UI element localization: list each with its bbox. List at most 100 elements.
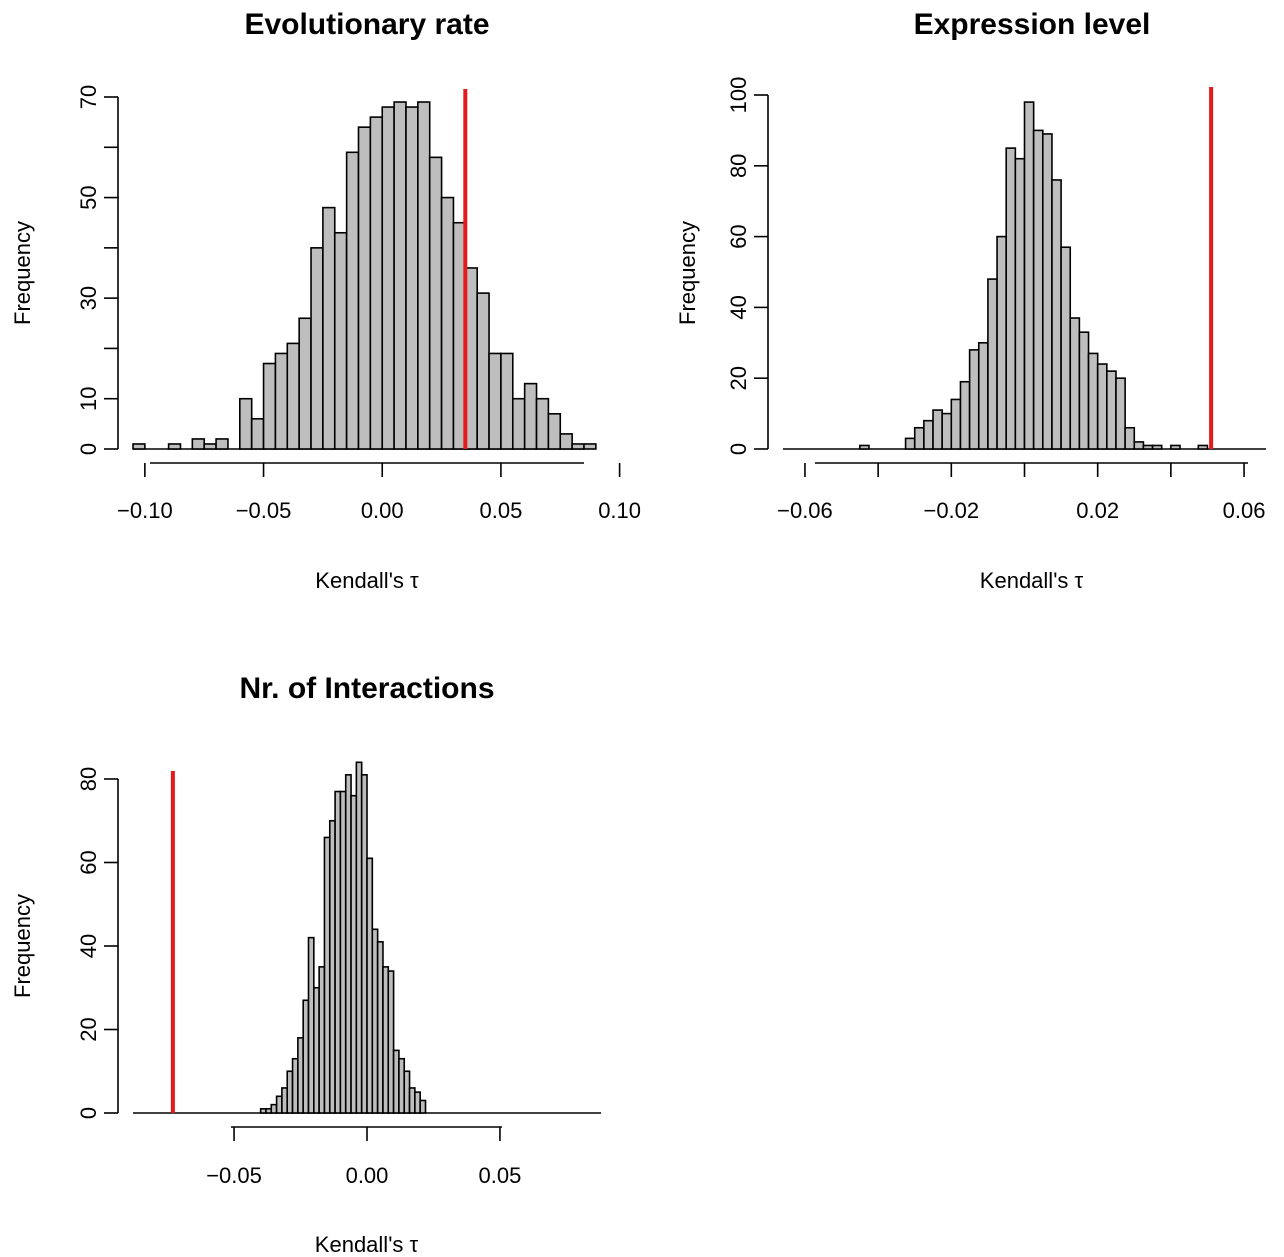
- x-tick-label: −0.02: [923, 498, 979, 523]
- histogram-bar: [1087, 352, 1099, 450]
- y-tick-label: 30: [76, 286, 101, 310]
- histogram-bar: [381, 106, 395, 450]
- histogram-bar: [583, 443, 597, 450]
- histogram-bar: [1032, 129, 1044, 450]
- histogram-bar: [859, 444, 870, 450]
- histogram-bar: [369, 116, 384, 450]
- x-tick-label: 0.10: [598, 498, 641, 523]
- histogram-bar: [1069, 317, 1081, 450]
- y-tick-label: 20: [76, 1017, 101, 1041]
- histogram-bar: [959, 380, 971, 450]
- histogram-bar: [904, 437, 916, 450]
- histogram-bar: [357, 126, 372, 450]
- histogram-bar: [387, 970, 395, 1114]
- histogram-bar: [488, 352, 502, 450]
- histogram-bar: [298, 317, 312, 450]
- histogram-panel-2: Expression level 0 20 40 60 80 100 −0.06 −0.02 0.…: [675, 8, 1266, 593]
- histogram-bar: [1060, 246, 1072, 450]
- x-tick-label: 0.00: [346, 1163, 389, 1188]
- histogram-bar: [1078, 331, 1090, 450]
- histogram-bar: [1023, 101, 1035, 450]
- histogram-bar: [1170, 444, 1181, 450]
- histogram-bar: [987, 278, 998, 450]
- histogram-bar: [215, 438, 229, 450]
- histogram-bar: [1051, 179, 1062, 450]
- histogram-bar: [286, 342, 300, 450]
- x-tick-label: 0.06: [1223, 498, 1266, 523]
- y-tick-label: 50: [76, 185, 101, 209]
- histogram-bar: [405, 106, 419, 450]
- histogram-bar: [419, 1099, 427, 1114]
- y-tick-label: 40: [76, 934, 101, 958]
- histogram-bar: [310, 247, 324, 450]
- histogram-bar: [191, 438, 206, 450]
- histogram-bar: [274, 352, 289, 450]
- histogram-bar: [1142, 444, 1154, 450]
- histogram-bar: [913, 426, 925, 450]
- y-tick-label: 60: [726, 224, 751, 248]
- y-tick-label: 70: [76, 85, 101, 109]
- histogram-bar: [1133, 441, 1145, 450]
- x-tick-label: 0.00: [361, 498, 404, 523]
- y-tick-label: 100: [726, 77, 751, 114]
- x-tick-label: −0.05: [206, 1163, 262, 1188]
- y-tick-label: 0: [726, 443, 751, 455]
- histogram-bar: [977, 341, 989, 450]
- histogram-bar: [523, 382, 538, 450]
- histogram-bar: [941, 412, 953, 450]
- x-axis-label: Kendall's τ: [315, 568, 419, 593]
- x-tick-label: −0.05: [236, 498, 292, 523]
- histogram-bar: [345, 151, 360, 450]
- histogram-bar: [167, 443, 182, 450]
- histogram-bar: [132, 443, 146, 450]
- histogram-bar: [1096, 363, 1108, 450]
- y-tick-label: 0: [76, 1107, 101, 1119]
- histogram-bar: [996, 235, 1008, 450]
- y-tick-label: 0: [76, 443, 101, 455]
- histogram-bar: [262, 362, 277, 450]
- y-tick-label: 40: [726, 295, 751, 319]
- histogram-bar: [547, 412, 562, 450]
- y-axis-label: Frequency: [675, 221, 700, 325]
- histogram-bar: [203, 443, 217, 450]
- histogram-bar: [500, 352, 514, 450]
- x-axis-label: Kendall's τ: [980, 568, 1084, 593]
- y-tick-label: 10: [76, 386, 101, 410]
- histogram-bar: [559, 433, 573, 450]
- histogram-bar: [1115, 377, 1126, 450]
- histogram-bar: [440, 196, 455, 450]
- chart-title: Nr. of Interactions: [239, 672, 494, 705]
- y-tick-label: 20: [726, 366, 751, 390]
- histogram-bar: [476, 292, 490, 450]
- x-tick-label: −0.10: [117, 498, 173, 523]
- histogram-bar: [1124, 426, 1136, 450]
- histogram-bar: [1041, 133, 1053, 450]
- histogram-bar: [968, 349, 980, 450]
- x-tick-label: −0.06: [777, 498, 833, 523]
- y-tick-label: 60: [76, 850, 101, 874]
- y-axis-label: Frequency: [10, 894, 35, 998]
- histogram-panel-1: Evolutionary rate 0 10 30 50 70 −0.10 −0.05 0.00…: [10, 8, 641, 593]
- chart-title: Evolutionary rate: [244, 8, 489, 41]
- x-tick-label: 0.05: [480, 498, 523, 523]
- chart-title: Expression level: [914, 8, 1151, 41]
- histogram-bar: [1014, 157, 1026, 450]
- histogram-bar: [511, 397, 526, 450]
- histogram-bar: [417, 101, 431, 450]
- histogram-bar: [250, 418, 265, 450]
- histogram-bar: [1151, 444, 1163, 450]
- histogram-bar: [239, 397, 253, 450]
- x-axis-label: Kendall's τ: [315, 1232, 419, 1257]
- histogram-bar: [428, 156, 443, 450]
- histogram-bar: [393, 101, 407, 450]
- histogram-bar: [932, 409, 943, 450]
- histogram-bar: [333, 231, 348, 450]
- histogram-bar: [571, 443, 585, 450]
- histogram-panel-3: Nr. of Interactions 0 20 40 60 80 −0.05 0.00 0.0…: [10, 672, 601, 1257]
- x-tick-label: 0.05: [479, 1163, 522, 1188]
- histogram-bar: [950, 398, 962, 450]
- x-tick-label: 0.02: [1076, 498, 1119, 523]
- histogram-bar: [1106, 370, 1117, 450]
- y-axis-label: Frequency: [10, 221, 35, 325]
